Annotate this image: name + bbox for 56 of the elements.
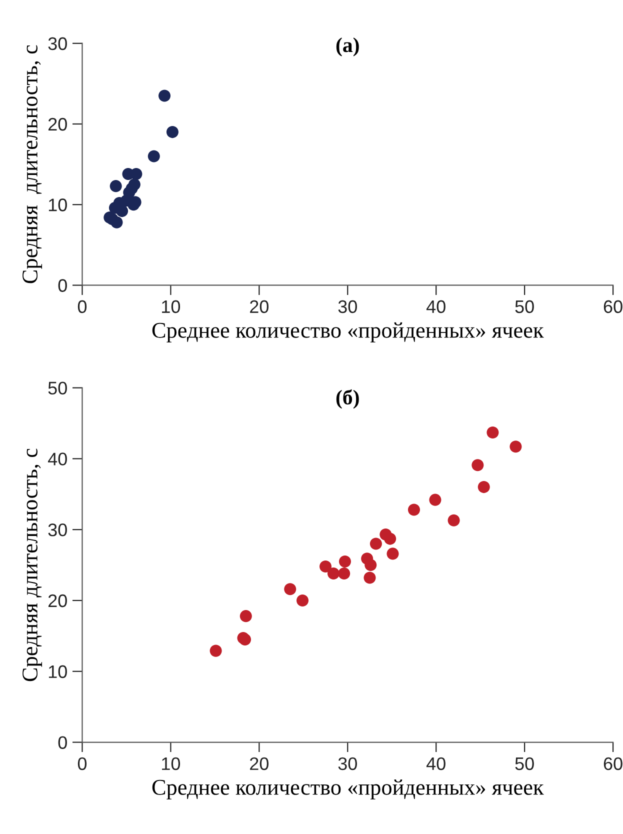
point xyxy=(110,180,122,192)
y-tick-label: 10 xyxy=(48,665,67,678)
point xyxy=(327,568,340,580)
x-tick-label: 50 xyxy=(515,757,534,770)
x-tick-label: 20 xyxy=(250,300,269,314)
x-tick-label: 30 xyxy=(338,300,357,314)
point xyxy=(166,126,178,138)
point xyxy=(240,610,252,622)
y-axis-title: Средняя длительность, с xyxy=(22,45,42,284)
point xyxy=(386,548,399,560)
point xyxy=(338,568,350,580)
point xyxy=(510,440,522,453)
point xyxy=(486,426,499,438)
point xyxy=(320,560,332,572)
y-tick-label: 10 xyxy=(48,198,67,212)
x-tick-label: 10 xyxy=(162,300,180,314)
point xyxy=(364,559,377,572)
point xyxy=(126,182,138,194)
y-tick-label: 40 xyxy=(48,452,67,466)
y-axis-title: Средняя длительность, с xyxy=(22,448,42,682)
x-axis-title: Среднее количество «пройденных» ячеек xyxy=(152,779,544,800)
point xyxy=(148,150,160,162)
y-tick-label: 0 xyxy=(58,736,67,749)
point xyxy=(370,538,382,550)
y-tick-label: 20 xyxy=(48,118,67,131)
chart-title: (б) xyxy=(336,389,359,409)
point xyxy=(106,213,118,226)
x-axis-title: Среднее количество «пройденных» ячеек xyxy=(152,322,544,342)
point xyxy=(448,514,460,526)
chart-title: (а) xyxy=(336,38,359,56)
x-tick-label: 60 xyxy=(604,300,622,314)
point xyxy=(158,90,171,102)
point xyxy=(364,572,376,584)
x-tick-label: 0 xyxy=(78,300,87,314)
point xyxy=(472,459,484,472)
x-tick-label: 10 xyxy=(162,757,180,770)
x-tick-label: 40 xyxy=(426,757,446,770)
x-tick-label: 50 xyxy=(515,300,534,314)
point xyxy=(338,555,351,568)
x-tick-label: 0 xyxy=(78,757,87,770)
x-tick-label: 30 xyxy=(338,757,357,770)
y-tick-label: 30 xyxy=(48,37,67,50)
point xyxy=(478,481,490,494)
y-tick-label: 0 xyxy=(58,279,67,292)
x-tick-label: 60 xyxy=(604,757,622,770)
x-tick-label: 40 xyxy=(426,300,446,314)
y-tick-label: 50 xyxy=(48,382,67,395)
y-tick-label: 20 xyxy=(48,594,67,608)
point xyxy=(384,532,396,545)
point xyxy=(284,583,296,596)
point xyxy=(429,494,442,506)
point xyxy=(296,594,309,606)
point xyxy=(210,644,222,657)
point xyxy=(408,504,420,516)
x-tick-label: 20 xyxy=(250,757,269,770)
y-tick-label: 30 xyxy=(48,524,67,536)
